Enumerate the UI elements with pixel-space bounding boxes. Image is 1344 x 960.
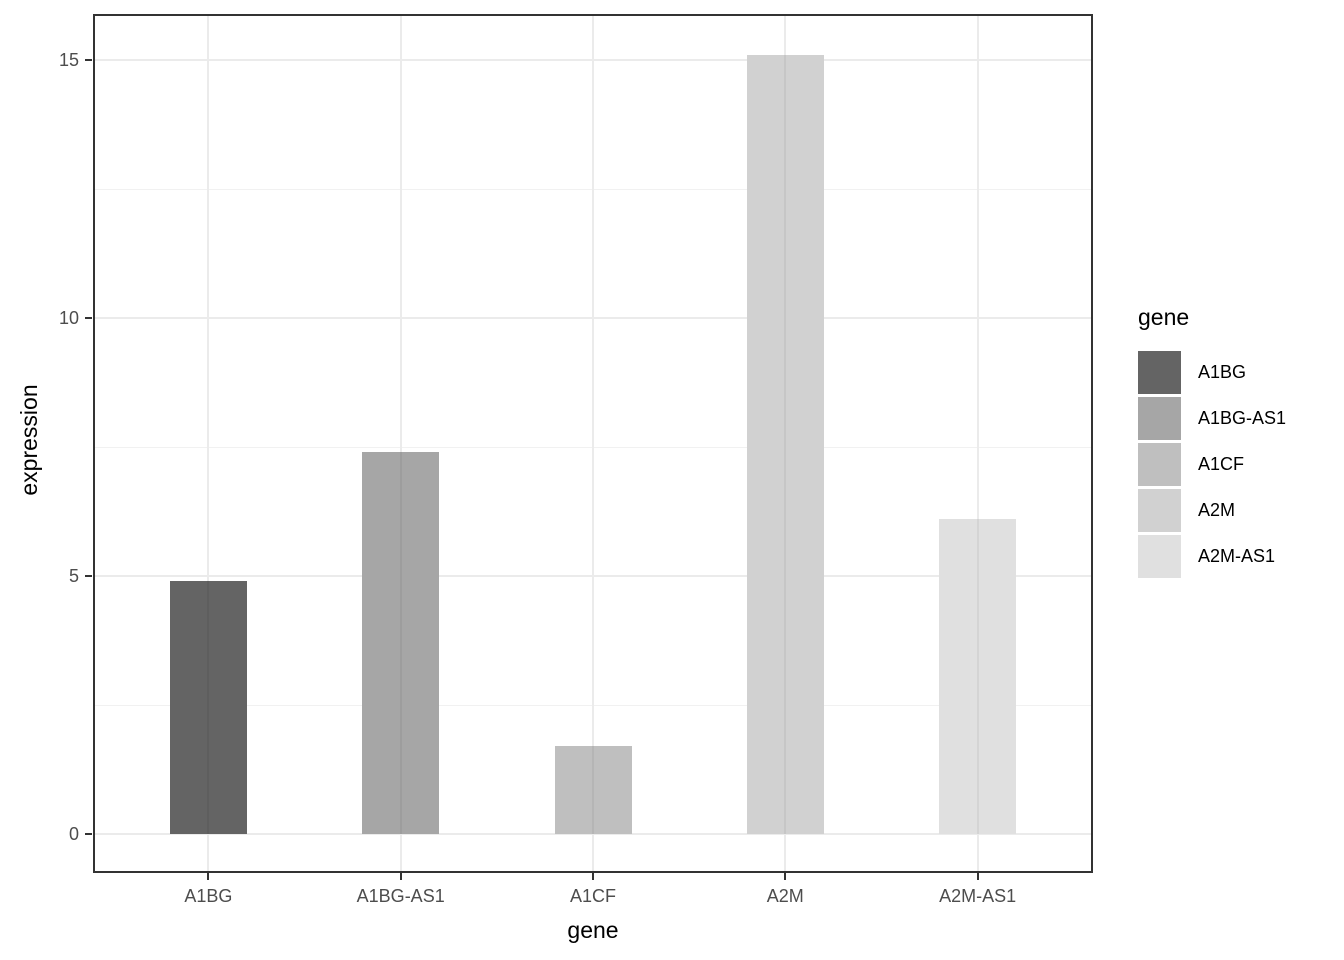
grid-line-x-major <box>399 14 402 873</box>
x-tick <box>592 873 594 880</box>
legend-key-swatch <box>1138 397 1181 440</box>
plot-panel <box>93 14 1093 873</box>
legend-key-swatch <box>1138 443 1181 486</box>
y-tick <box>85 833 92 835</box>
bar-gridline-overlay <box>592 746 594 834</box>
bar-gridline-overlay <box>399 452 402 834</box>
legend-entries: A1BG A1BG-AS1 A1CF A2M A2M-AS1 <box>1138 351 1286 578</box>
legend-entry-label: A2M-AS1 <box>1198 546 1276 566</box>
legend-entry: A1BG-AS1 <box>1138 397 1286 440</box>
grid-line-x-major <box>592 14 594 873</box>
legend-key-swatch <box>1138 535 1181 578</box>
bar-A1CF <box>554 746 632 834</box>
bar-gridline-overlay <box>784 54 787 834</box>
x-axis-title: gene <box>567 917 619 943</box>
legend-key-swatch <box>1138 351 1181 394</box>
y-tick-label: 10 <box>58 308 79 328</box>
bar-A1BG <box>169 581 247 834</box>
grid-line-x-major <box>976 14 979 873</box>
bar-A2M <box>746 54 824 834</box>
legend-entry-label: A1CF <box>1198 454 1245 474</box>
x-tick-label: A1CF <box>569 886 617 906</box>
legend-entry: A1BG <box>1138 351 1286 394</box>
x-tick-label: A2M <box>766 886 804 906</box>
y-tick <box>85 575 92 577</box>
legend-entry-label: A1BG-AS1 <box>1198 408 1287 428</box>
x-tick <box>207 873 210 880</box>
legend-entry: A2M-AS1 <box>1138 535 1286 578</box>
x-tick <box>784 873 787 880</box>
y-tick <box>85 59 92 61</box>
legend: gene A1BG A1BG-AS1 A1CF A2M A2M-AS1 <box>1138 304 1286 581</box>
grid-line-x-major <box>207 14 210 873</box>
x-tick-label: A1BG <box>184 886 233 906</box>
legend-entry: A2M <box>1138 489 1286 532</box>
legend-entry-label: A2M <box>1198 500 1236 520</box>
x-tick-label: A2M-AS1 <box>939 886 1017 906</box>
y-tick <box>85 317 92 319</box>
y-axis-title: expression <box>16 384 42 496</box>
y-tick-label: 5 <box>68 566 79 586</box>
bar-gridline-overlay <box>976 519 979 834</box>
legend-title: gene <box>1138 304 1190 330</box>
y-tick-label: 15 <box>58 50 79 70</box>
legend-key-swatch <box>1138 489 1181 532</box>
bar-gridline-overlay <box>207 581 210 834</box>
bar-A2M-AS1 <box>939 519 1017 834</box>
x-tick-label: A1BG-AS1 <box>356 886 445 906</box>
x-tick <box>976 873 979 880</box>
x-tick <box>399 873 402 880</box>
bar-A1BG-AS1 <box>362 452 440 834</box>
y-tick-label: 0 <box>68 824 79 844</box>
legend-entry-label: A1BG <box>1198 362 1247 382</box>
legend-entry: A1CF <box>1138 443 1286 486</box>
